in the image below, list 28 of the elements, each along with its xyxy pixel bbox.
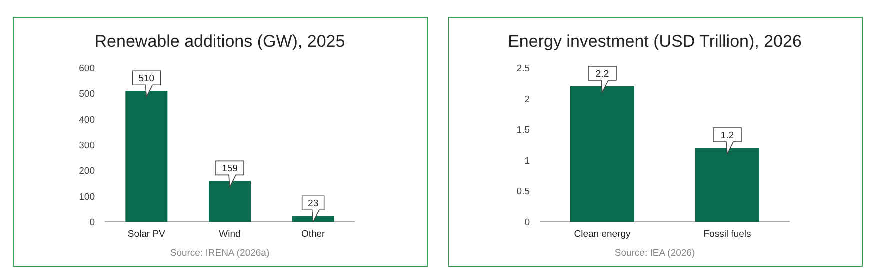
chart-title: Energy investment (USD Trillion), 2026 xyxy=(508,32,802,51)
y-tick-label: 0 xyxy=(90,218,95,228)
y-tick-label: 500 xyxy=(79,89,95,100)
y-tick-label: 0.5 xyxy=(516,186,530,198)
y-tick-label: 2 xyxy=(524,94,530,106)
x-tick-label: Fossil fuels xyxy=(704,229,752,240)
x-tick-label: Solar PV xyxy=(128,229,166,240)
y-tick-label: 600 xyxy=(79,64,95,74)
data-label: 159 xyxy=(222,164,238,175)
data-label: 23 xyxy=(308,198,319,210)
y-tick-label: 200 xyxy=(79,166,95,178)
x-tick-label: Clean energy xyxy=(574,229,631,240)
chart-title: Renewable additions (GW), 2025 xyxy=(94,32,346,51)
y-tick-label: 0 xyxy=(524,218,530,228)
bar xyxy=(292,216,334,222)
y-tick-label: 300 xyxy=(79,140,95,152)
y-tick-label: 1 xyxy=(524,156,530,167)
source-note: Source: IEA (2026) xyxy=(614,248,696,259)
data-label: 2.2 xyxy=(596,68,610,80)
y-tick-label: 2.5 xyxy=(516,64,530,74)
x-tick-label: Wind xyxy=(219,229,241,240)
x-tick-label: Other xyxy=(301,229,326,240)
y-tick-label: 100 xyxy=(79,192,95,203)
y-tick-label: 1.5 xyxy=(516,125,530,136)
data-label: 1.2 xyxy=(720,130,734,142)
source-note: Source: IRENA (2026a) xyxy=(170,248,270,259)
y-tick-label: 400 xyxy=(79,114,95,126)
data-label: 510 xyxy=(138,74,155,85)
